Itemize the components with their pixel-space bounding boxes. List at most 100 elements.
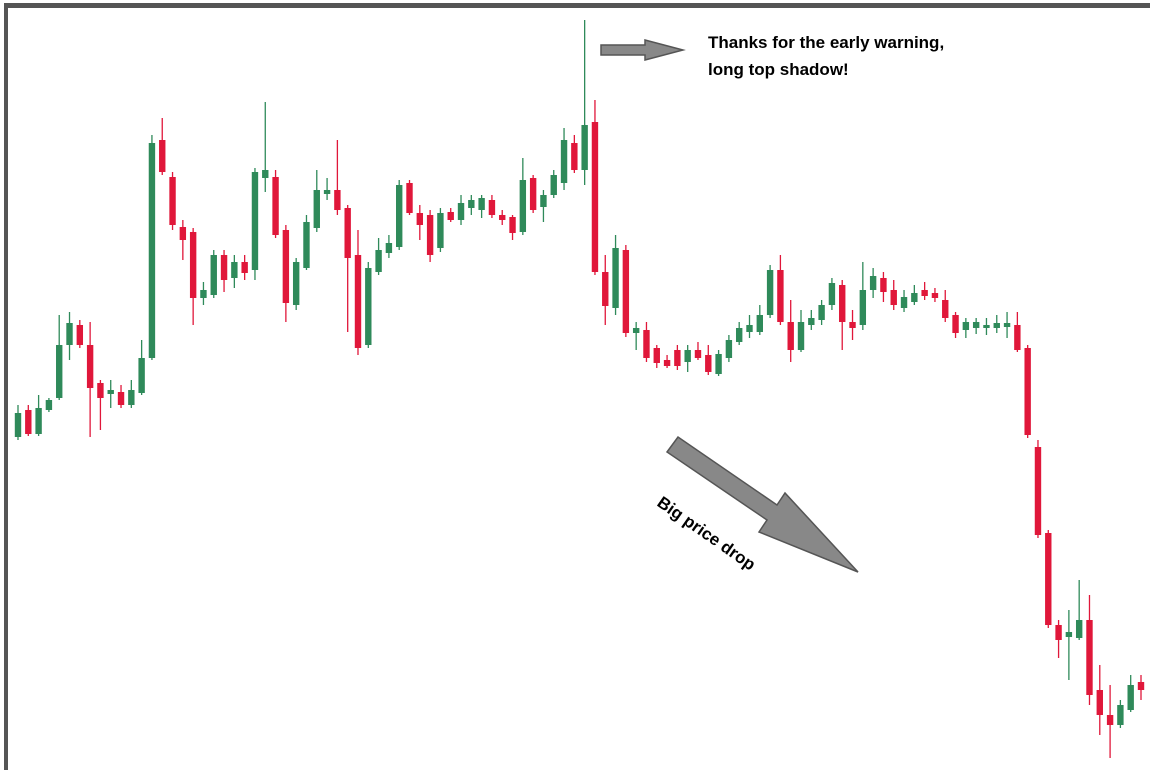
- candle-body: [159, 140, 166, 172]
- candle-body: [457, 203, 465, 220]
- candle-body: [859, 290, 867, 325]
- candle-body: [1024, 348, 1031, 435]
- candle-body: [138, 358, 145, 393]
- candle-body: [148, 143, 156, 358]
- candle-body: [622, 250, 630, 333]
- candle-body: [1055, 625, 1062, 640]
- candle-body: [1137, 682, 1145, 690]
- candle-body: [663, 360, 671, 366]
- candle-body: [117, 392, 125, 405]
- candle-body: [66, 323, 73, 345]
- candle-body: [334, 190, 341, 210]
- candle-body: [107, 390, 114, 394]
- candle-body: [499, 215, 506, 220]
- candle-body: [653, 348, 660, 363]
- candle-body: [447, 212, 454, 220]
- frame-top: [4, 3, 1150, 8]
- candle-body: [952, 315, 959, 333]
- candle-body: [468, 200, 475, 208]
- candle-body: [272, 177, 279, 235]
- candle-body: [1014, 325, 1021, 350]
- candle-body: [365, 268, 372, 345]
- candle-body: [725, 340, 733, 358]
- candle-body: [581, 125, 588, 170]
- candle-body: [406, 183, 413, 213]
- candle-body: [797, 322, 805, 350]
- candle-body: [962, 322, 970, 330]
- candle-body: [529, 178, 537, 210]
- candle-body: [643, 330, 650, 358]
- candle-body: [911, 293, 918, 302]
- candle-body: [931, 293, 939, 298]
- candle-body: [777, 270, 784, 322]
- candle-body: [437, 213, 444, 248]
- candle-body: [1117, 705, 1124, 725]
- candle-body: [220, 255, 228, 280]
- candle-body: [602, 272, 609, 306]
- candles: [14, 20, 1145, 758]
- arrow-big: [665, 435, 859, 573]
- candle-body: [323, 190, 331, 194]
- candle-body: [313, 190, 320, 228]
- candle-body: [828, 283, 836, 305]
- candle-body: [375, 250, 382, 272]
- candle-body: [715, 354, 722, 374]
- candle-body: [612, 248, 619, 308]
- arrow-small: [600, 39, 686, 61]
- candle-body: [890, 290, 897, 305]
- candle-body: [808, 318, 815, 325]
- candle-body: [292, 262, 300, 305]
- candle-body: [746, 325, 753, 332]
- candle-body: [354, 255, 362, 348]
- candle-body: [705, 355, 712, 372]
- candle-body: [1127, 685, 1134, 710]
- candle-body: [35, 408, 42, 434]
- candle-body: [540, 195, 547, 207]
- candle-body: [179, 227, 187, 240]
- candle-body: [189, 232, 197, 298]
- candle-body: [756, 315, 763, 332]
- candle-body: [14, 413, 22, 437]
- candle-body: [880, 278, 887, 292]
- candle-body: [86, 345, 94, 388]
- candle-body: [262, 170, 269, 178]
- candle-body: [344, 208, 351, 258]
- candle-body: [509, 217, 516, 233]
- candle-body: [560, 140, 568, 183]
- candle-body: [1045, 533, 1052, 625]
- candle-body: [282, 230, 290, 303]
- candle-body: [839, 285, 846, 322]
- candle-body: [735, 328, 743, 342]
- candle-body: [1096, 690, 1103, 715]
- annotation: Thanks for the early warning,: [708, 33, 944, 52]
- frame-left: [4, 3, 8, 770]
- candle-body: [993, 323, 1000, 328]
- candle-body: [416, 213, 424, 225]
- candle-body: [241, 262, 248, 273]
- candle-body: [1106, 715, 1114, 725]
- candle-body: [519, 180, 527, 232]
- candle-body: [303, 222, 310, 268]
- candle-body: [385, 243, 393, 253]
- candle-body: [169, 177, 176, 225]
- candle-body: [983, 325, 990, 328]
- candle-body: [231, 262, 238, 278]
- candle-body: [900, 297, 908, 308]
- candle-body: [766, 270, 774, 315]
- candle-body: [1086, 620, 1093, 695]
- candle-body: [550, 175, 557, 195]
- candle-body: [200, 290, 207, 298]
- candle-body: [942, 300, 949, 318]
- candle-body: [1065, 632, 1073, 637]
- candle-body: [25, 410, 32, 434]
- candle-body: [97, 383, 104, 398]
- candle-body: [818, 305, 825, 320]
- candle-body: [478, 198, 485, 210]
- candle-body: [56, 345, 63, 398]
- candle-body: [251, 172, 259, 270]
- candle-body: [1034, 447, 1042, 535]
- candle-body: [128, 390, 135, 405]
- candle-body: [972, 322, 980, 328]
